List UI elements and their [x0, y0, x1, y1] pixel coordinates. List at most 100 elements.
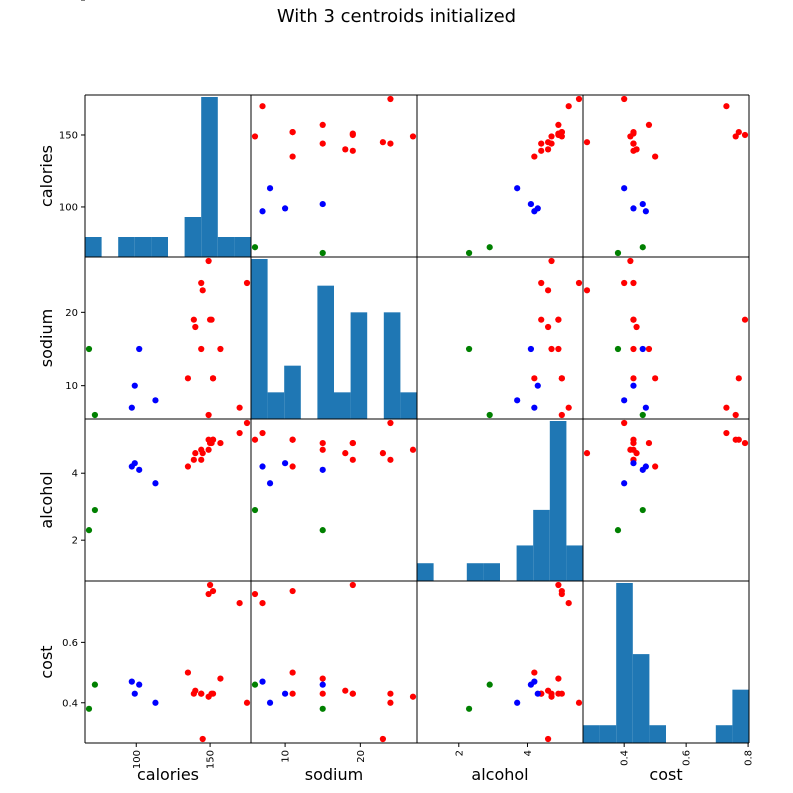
y-axis-label: alcohol [37, 471, 56, 528]
scatter-point [531, 669, 538, 676]
scatter-point [205, 411, 212, 419]
scatter-point [583, 287, 591, 294]
histogram-bar [334, 392, 351, 419]
scatter-point [544, 139, 552, 146]
scatter-point [281, 205, 289, 212]
scatter-point [723, 404, 730, 411]
scatter-point [558, 590, 565, 598]
scatter-point [131, 382, 138, 389]
histogram-bar [134, 237, 152, 257]
histogram-bar [566, 545, 583, 581]
scatter-point [630, 140, 637, 147]
histogram-bar [284, 365, 301, 419]
panel-sodium-vs-alcohol [465, 257, 583, 419]
scatter-point [349, 581, 356, 589]
scatter-point [319, 446, 326, 453]
scatter-point [645, 439, 653, 447]
scatter-point [645, 345, 653, 353]
x-tick-label: 10 [281, 750, 292, 763]
scatter-point [652, 375, 659, 382]
scatter-point [633, 450, 640, 457]
scatter-point [184, 669, 192, 676]
scatter-point [630, 436, 637, 443]
scatter-point [349, 131, 356, 139]
scatter-point [558, 411, 565, 419]
scatter-point [633, 146, 640, 153]
scatter-point [259, 463, 266, 470]
scatter-point [379, 139, 387, 146]
scatter-point [627, 446, 634, 453]
scatter-point [652, 463, 659, 470]
histogram-bar [516, 545, 534, 581]
scatter-point [583, 139, 591, 146]
scatter-point [555, 675, 562, 682]
scatter-point [514, 185, 521, 192]
scatter-point [630, 345, 637, 353]
histogram-bar [715, 725, 733, 743]
scatter-point [205, 257, 212, 265]
scatter-point [630, 460, 637, 467]
scatter-point [531, 678, 538, 685]
scatter-point [349, 456, 356, 463]
scatter-point [199, 450, 206, 457]
scatter-point [319, 705, 326, 712]
y-axis-label: calories [37, 145, 56, 207]
scatter-point [217, 675, 224, 682]
scatter-point [514, 397, 521, 404]
scatter-point [349, 147, 356, 154]
scatter-point [409, 133, 417, 140]
scatter-point [387, 456, 394, 463]
y-axis-label: sodium [37, 309, 56, 367]
scatter-point [128, 678, 135, 685]
scatter-point [575, 279, 583, 287]
x-axis-label: calories [137, 765, 199, 784]
scatter-point [266, 185, 274, 192]
scatter-point [243, 419, 251, 427]
scatter-point [627, 257, 634, 265]
scatter-point [209, 587, 217, 595]
scatter-point [409, 693, 417, 700]
scatter-point [486, 411, 493, 419]
scatter-point [136, 345, 143, 353]
scatter-point [206, 316, 214, 323]
scatter-point [259, 600, 266, 607]
scatter-point [192, 323, 199, 331]
scatter-point [319, 140, 326, 147]
scatter-point [639, 200, 646, 208]
scatter-point [190, 316, 197, 323]
histogram-bar [466, 563, 484, 581]
scatter-point [465, 249, 473, 257]
scatter-point [136, 681, 143, 688]
scatter-point [131, 690, 138, 697]
scatter-point [85, 705, 93, 712]
histogram-bar [583, 725, 600, 743]
y-axis-label: cost [37, 645, 56, 678]
histogram-bar [85, 237, 102, 257]
scatter-point [723, 429, 730, 437]
scatter-point [741, 316, 749, 323]
scatter-point [198, 690, 205, 697]
histogram-bar [118, 237, 135, 257]
scatter-point [531, 153, 538, 160]
scatter-point [198, 456, 205, 463]
scatter-point [627, 133, 634, 140]
scatter-point [85, 345, 93, 353]
scatter-point [621, 95, 628, 103]
panel-sodium-vs-cost [583, 257, 749, 419]
scatter-point [538, 147, 545, 154]
scatter-point [555, 121, 562, 129]
scatter-point [538, 140, 545, 147]
histogram-bar [201, 97, 218, 257]
histogram-bar [184, 217, 202, 257]
y-tick-label: 10 [65, 381, 78, 392]
scatter-point [409, 446, 417, 453]
scatter-point [565, 600, 572, 607]
scatter-point [534, 690, 541, 697]
scatter-point [259, 678, 266, 685]
scatter-point [319, 249, 326, 257]
scatter-point [614, 249, 622, 257]
y-tick-label: 2 [72, 536, 78, 547]
scatter-point [633, 323, 640, 331]
scatter-point [621, 397, 628, 404]
scatter-point [621, 419, 628, 427]
